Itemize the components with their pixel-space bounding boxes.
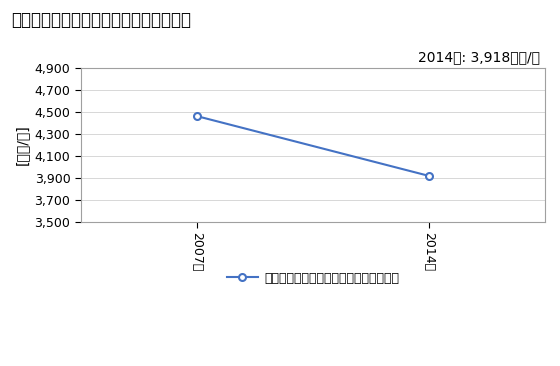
Y-axis label: [万円/人]: [万円/人] [15,124,29,165]
Line: 商業の従業者一人当たり年間商品販売額: 商業の従業者一人当たり年間商品販売額 [193,113,432,179]
Text: 商業の従業者一人当たり年間商品販売額: 商業の従業者一人当たり年間商品販売額 [11,11,191,29]
Legend: 商業の従業者一人当たり年間商品販売額: 商業の従業者一人当たり年間商品販売額 [222,267,404,290]
商業の従業者一人当たり年間商品販売額 [426,174,432,178]
Text: 2014年: 3,918万円/人: 2014年: 3,918万円/人 [418,51,540,64]
商業の従業者一人当たり年間商品販売額 [194,114,200,118]
